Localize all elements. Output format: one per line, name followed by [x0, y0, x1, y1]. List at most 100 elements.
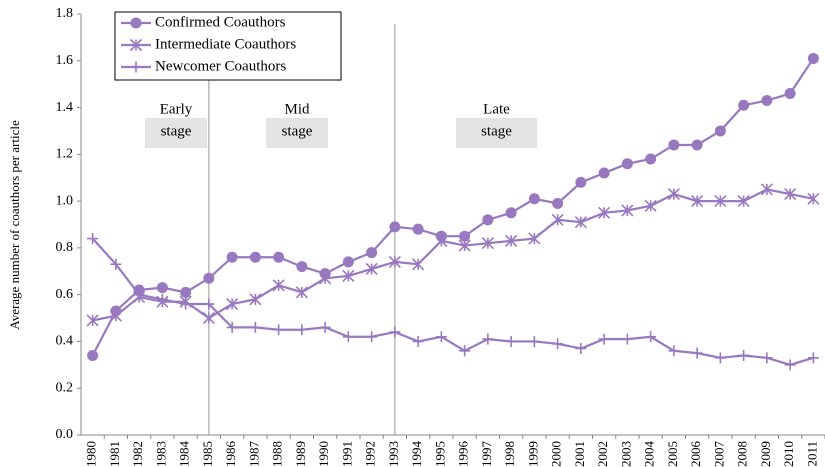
y-tick-label: 0.2	[56, 380, 74, 395]
x-tick-label: 1987	[246, 441, 261, 467]
stage-box	[145, 118, 207, 148]
point	[130, 61, 142, 73]
point	[575, 342, 587, 354]
x-tick-label: 1997	[479, 441, 494, 467]
point	[738, 99, 750, 111]
y-tick-label: 0.4	[56, 334, 74, 349]
point	[273, 324, 285, 336]
point	[366, 331, 378, 343]
stage-label: Mid	[284, 101, 310, 117]
point	[644, 199, 657, 212]
series-line	[91, 57, 815, 356]
series-line	[92, 188, 814, 322]
point	[295, 286, 308, 299]
legend-label: Intermediate Coauthors	[155, 36, 296, 52]
point	[87, 349, 99, 361]
y-tick-label: 0.8	[56, 240, 74, 255]
point	[621, 333, 633, 345]
x-tick-label: 2006	[688, 441, 703, 467]
point	[86, 314, 99, 327]
y-tick-label: 1.8	[56, 6, 74, 21]
y-tick-label: 1.2	[56, 147, 74, 162]
x-tick-label: 1986	[223, 441, 238, 467]
y-tick-label: 1.6	[56, 53, 74, 68]
point	[459, 230, 471, 242]
x-tick-label: 2010	[781, 441, 796, 467]
point	[691, 347, 703, 359]
x-tick-label: 1994	[409, 441, 424, 467]
point	[342, 256, 354, 268]
point	[110, 258, 122, 270]
point	[761, 352, 773, 364]
point	[621, 158, 633, 170]
point	[505, 234, 518, 247]
x-tick-label: 1998	[502, 441, 517, 467]
series-line	[91, 237, 814, 366]
x-tick-label: 1992	[363, 441, 378, 467]
point	[598, 206, 611, 219]
point	[389, 221, 401, 233]
x-tick-label: 1999	[525, 441, 540, 467]
x-tick-label: 2002	[595, 441, 610, 467]
point	[714, 352, 726, 364]
x-tick-label: 1990	[316, 441, 331, 467]
point	[807, 192, 820, 205]
point	[667, 188, 680, 201]
point	[575, 176, 587, 188]
point	[551, 213, 564, 226]
x-tick-label: 1985	[200, 441, 215, 467]
point	[342, 331, 354, 343]
point	[784, 88, 796, 100]
legend-box	[114, 11, 342, 81]
point	[505, 207, 517, 219]
point	[296, 324, 308, 336]
x-tick-label: 1981	[107, 441, 122, 467]
point	[272, 279, 285, 292]
y-axis-label: Average number of coauthors per article	[7, 120, 22, 330]
point	[226, 251, 238, 263]
point	[714, 125, 726, 137]
point	[202, 311, 215, 325]
point	[598, 333, 610, 345]
y-tick-label: 1.0	[56, 193, 74, 208]
y-tick-label: 1.4	[56, 100, 74, 115]
point	[459, 345, 471, 357]
x-tick-label: 2011	[804, 441, 819, 467]
point	[691, 139, 703, 151]
point	[412, 223, 424, 235]
point	[319, 321, 331, 333]
point	[130, 17, 142, 29]
point	[249, 293, 262, 306]
series	[87, 233, 819, 371]
point	[668, 139, 680, 151]
point	[203, 272, 215, 284]
point	[435, 234, 448, 247]
point	[226, 297, 239, 311]
point	[737, 195, 750, 208]
point	[226, 321, 238, 333]
point	[180, 298, 192, 310]
point	[156, 293, 168, 305]
legend-label: Confirmed Coauthors	[155, 14, 286, 30]
stage-label: Early	[160, 101, 193, 117]
point	[366, 247, 378, 259]
point	[249, 251, 261, 263]
point	[574, 216, 587, 229]
x-tick-label: 2004	[642, 441, 657, 467]
x-tick-label: 1983	[153, 441, 168, 467]
x-tick-label: 1989	[293, 441, 308, 467]
stage-label: stage	[282, 123, 313, 139]
point	[645, 331, 657, 343]
point	[180, 286, 192, 298]
x-tick-label: 2000	[549, 441, 564, 467]
point	[528, 193, 540, 205]
point	[87, 233, 99, 245]
point	[481, 237, 494, 250]
point	[621, 204, 634, 217]
point	[761, 95, 773, 107]
point	[528, 232, 541, 245]
x-tick-label: 2009	[758, 441, 773, 467]
stage-label: stage	[481, 123, 512, 139]
series	[86, 183, 820, 327]
